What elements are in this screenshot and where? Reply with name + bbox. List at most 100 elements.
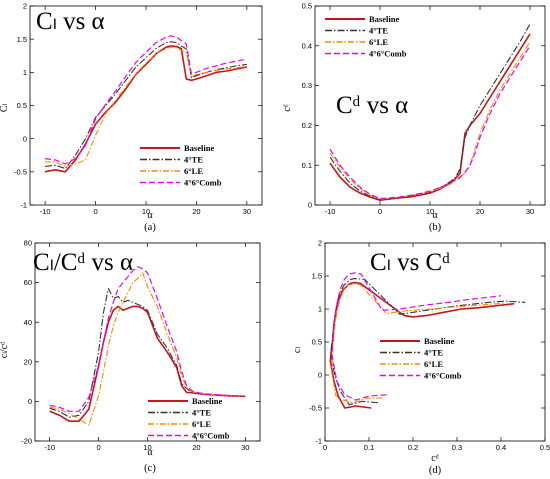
panel-b-xlabel: α xyxy=(432,210,438,221)
panel-c-plot-area xyxy=(49,266,246,426)
panel-b-xtick-label: -10 xyxy=(325,207,336,216)
panel-cl-vs-cd: Cₗ vs Cᵈ cₗ cᵈ (d) 0 0.1 0.2 0.3 0.4 0.5 -1 -0.… xyxy=(292,239,550,476)
panel-a-xtick-label: 0 xyxy=(93,207,97,216)
panel-a-xtick-label: 30 xyxy=(243,207,251,216)
panel-a-xtick-label: -10 xyxy=(40,207,51,216)
panel-d-series-line-2 xyxy=(330,278,526,406)
panel-b-ytick-label: 0.5 xyxy=(302,2,312,11)
panel-b-plot-area xyxy=(329,23,531,201)
panel-d-ytick-label: 0 xyxy=(318,371,322,380)
panel-a-legend-label: 4°6°Comb xyxy=(184,178,222,188)
panel-clcd-vs-alpha: Cₗ/Cᵈ vs α cₗ/cᵈ α (c) -10 0 10 20 30 -20 0 20 4… xyxy=(0,239,261,474)
panel-d-ytick-label: 1.5 xyxy=(312,272,322,281)
panel-d-ytick-label: 0.5 xyxy=(312,338,322,347)
panel-a-legend-label: 6°LE xyxy=(184,166,203,176)
panel-d-series-line-1 xyxy=(329,281,515,409)
panel-a-ytick-label: 0.5 xyxy=(17,101,27,110)
panel-c-legend-label: 4°6°Comb xyxy=(192,431,230,441)
panel-a-series-line-1 xyxy=(44,44,248,173)
panel-c-xtick-label: 30 xyxy=(241,443,249,452)
panel-b-legend-label: 6°LE xyxy=(369,37,388,47)
panel-b-xtick-label: 10 xyxy=(426,207,434,216)
panel-b-series-line-4 xyxy=(329,45,531,200)
panel-d-legend-label: Baseline xyxy=(424,336,454,346)
panel-d-ytick-label: -0.5 xyxy=(309,404,322,413)
panel-b-ytick-label: 0.1 xyxy=(302,161,312,170)
panel-b-legend-label: 4°6°Comb xyxy=(369,49,407,59)
panel-a-ytick-label: -0.5 xyxy=(14,167,27,176)
panel-d-ytick-label: -1 xyxy=(315,437,322,446)
panel-a-series-line-4 xyxy=(45,35,248,165)
panel-a-xlabel: α xyxy=(147,210,153,221)
panel-c-ylabel: cₗ/cᵈ xyxy=(0,342,10,358)
panel-c-caption: (c) xyxy=(144,463,156,474)
panel-a-xtick-label: 20 xyxy=(192,207,200,216)
panel-b-ytick-label: 0.4 xyxy=(302,41,312,50)
panel-d-xtick-label: 0.5 xyxy=(540,443,550,452)
panel-b-series-line-1 xyxy=(329,33,531,201)
panel-b-xtick-label: 0 xyxy=(378,207,382,216)
panel-c-series-line-4 xyxy=(49,266,246,412)
panel-b-title: Cᵈ vs α xyxy=(336,92,408,119)
panel-d-ytick-label: 1 xyxy=(318,305,322,314)
panel-c-ytick-label: 40 xyxy=(24,318,32,327)
panel-c-xtick-label: 10 xyxy=(143,443,151,452)
panel-c-ytick-label: 60 xyxy=(24,278,32,287)
panel-d-series-line-3 xyxy=(331,283,506,404)
panel-d-series-line-4 xyxy=(331,272,502,401)
panel-c-legend-label: 6°LE xyxy=(192,419,211,429)
panel-d-xlabel: cᵈ xyxy=(431,453,439,464)
panel-b-ytick-label: 0 xyxy=(308,201,312,210)
panel-c-ytick-label: 20 xyxy=(24,357,32,366)
panel-a-legend-label: 4°TE xyxy=(184,155,203,165)
panel-c-ytick-label: 80 xyxy=(24,239,32,248)
panel-c-ytick-label: -20 xyxy=(21,437,32,446)
panel-a-title: Cₗ vs α xyxy=(36,8,105,35)
panel-c-xtick-label: 0 xyxy=(97,443,101,452)
panel-cd-vs-alpha: Cᵈ vs α cᵈ α (b) -10 0 10 20 30 0 0.1 0.2 0.3 0.4… xyxy=(282,2,546,233)
panel-d-legend-label: 6°LE xyxy=(424,359,443,369)
panel-d-xtick-label: 0.3 xyxy=(452,443,462,452)
panel-b-ytick-label: 0.2 xyxy=(302,121,312,130)
panel-c-legend-label: Baseline xyxy=(192,396,222,406)
panel-c-xtick-label: -10 xyxy=(44,443,55,452)
panel-a-ytick-label: 1.5 xyxy=(17,35,27,44)
panel-d-legend: Baseline 4°TE6°LE 4°6°Comb xyxy=(380,336,462,381)
panel-d-legend-label: 4°TE xyxy=(424,348,443,358)
panel-b-series-line-3 xyxy=(329,41,531,200)
panel-b-xtick-label: 30 xyxy=(526,207,534,216)
panel-d-title: Cₗ vs Cᵈ xyxy=(370,249,450,276)
panel-b-legend-label: 4°TE xyxy=(369,26,388,36)
panel-c-title: Cₗ/Cᵈ vs α xyxy=(33,249,133,276)
panel-a-series-line-2 xyxy=(45,41,247,170)
panel-a-caption: (a) xyxy=(144,222,156,233)
panel-b-xtick-label: 20 xyxy=(476,207,484,216)
panel-a-series-line-3 xyxy=(45,46,247,168)
panel-c-ytick-label: 0 xyxy=(28,397,32,406)
panel-a-ylabel: Cₗ xyxy=(0,104,10,113)
panel-a-legend: Baseline 4°TE6°LE 4°6°Comb xyxy=(140,143,222,188)
panel-d-ytick-label: 2 xyxy=(318,239,322,248)
panel-d-xtick-label: 0.1 xyxy=(364,443,374,452)
panel-cl-vs-alpha: Cₗ vs α Cₗ α (a) -10 0 10 20 30 -1 -0.5 0 0.5 1 1.… xyxy=(0,2,263,233)
panel-a-ytick-label: -1 xyxy=(20,201,27,210)
panel-d-ylabel: cₗ xyxy=(292,347,303,353)
panel-a-ytick-label: 0 xyxy=(23,134,27,143)
panel-d-xtick-label: 0.4 xyxy=(496,443,506,452)
panel-b-legend-label: Baseline xyxy=(369,14,399,24)
panel-d-legend-label: 4°6°Comb xyxy=(424,371,462,381)
panel-a-legend-label: Baseline xyxy=(184,143,214,153)
panel-a-plot-area xyxy=(44,35,248,173)
panel-d-xtick-label: 0 xyxy=(323,443,327,452)
panel-c-legend-label: 4°TE xyxy=(192,408,211,418)
panel-d-caption: (d) xyxy=(429,465,442,476)
panel-a-ytick-label: 1 xyxy=(23,68,27,77)
panel-b-ylabel: cᵈ xyxy=(282,104,293,112)
panel-c-xtick-label: 20 xyxy=(192,443,200,452)
panel-c-xlabel: α xyxy=(147,447,153,458)
panel-a-ytick-label: 2 xyxy=(23,2,27,11)
panel-b-caption: (b) xyxy=(429,222,442,233)
panel-d-xtick-label: 0.2 xyxy=(408,443,418,452)
panel-a-xtick-label: 10 xyxy=(142,207,150,216)
